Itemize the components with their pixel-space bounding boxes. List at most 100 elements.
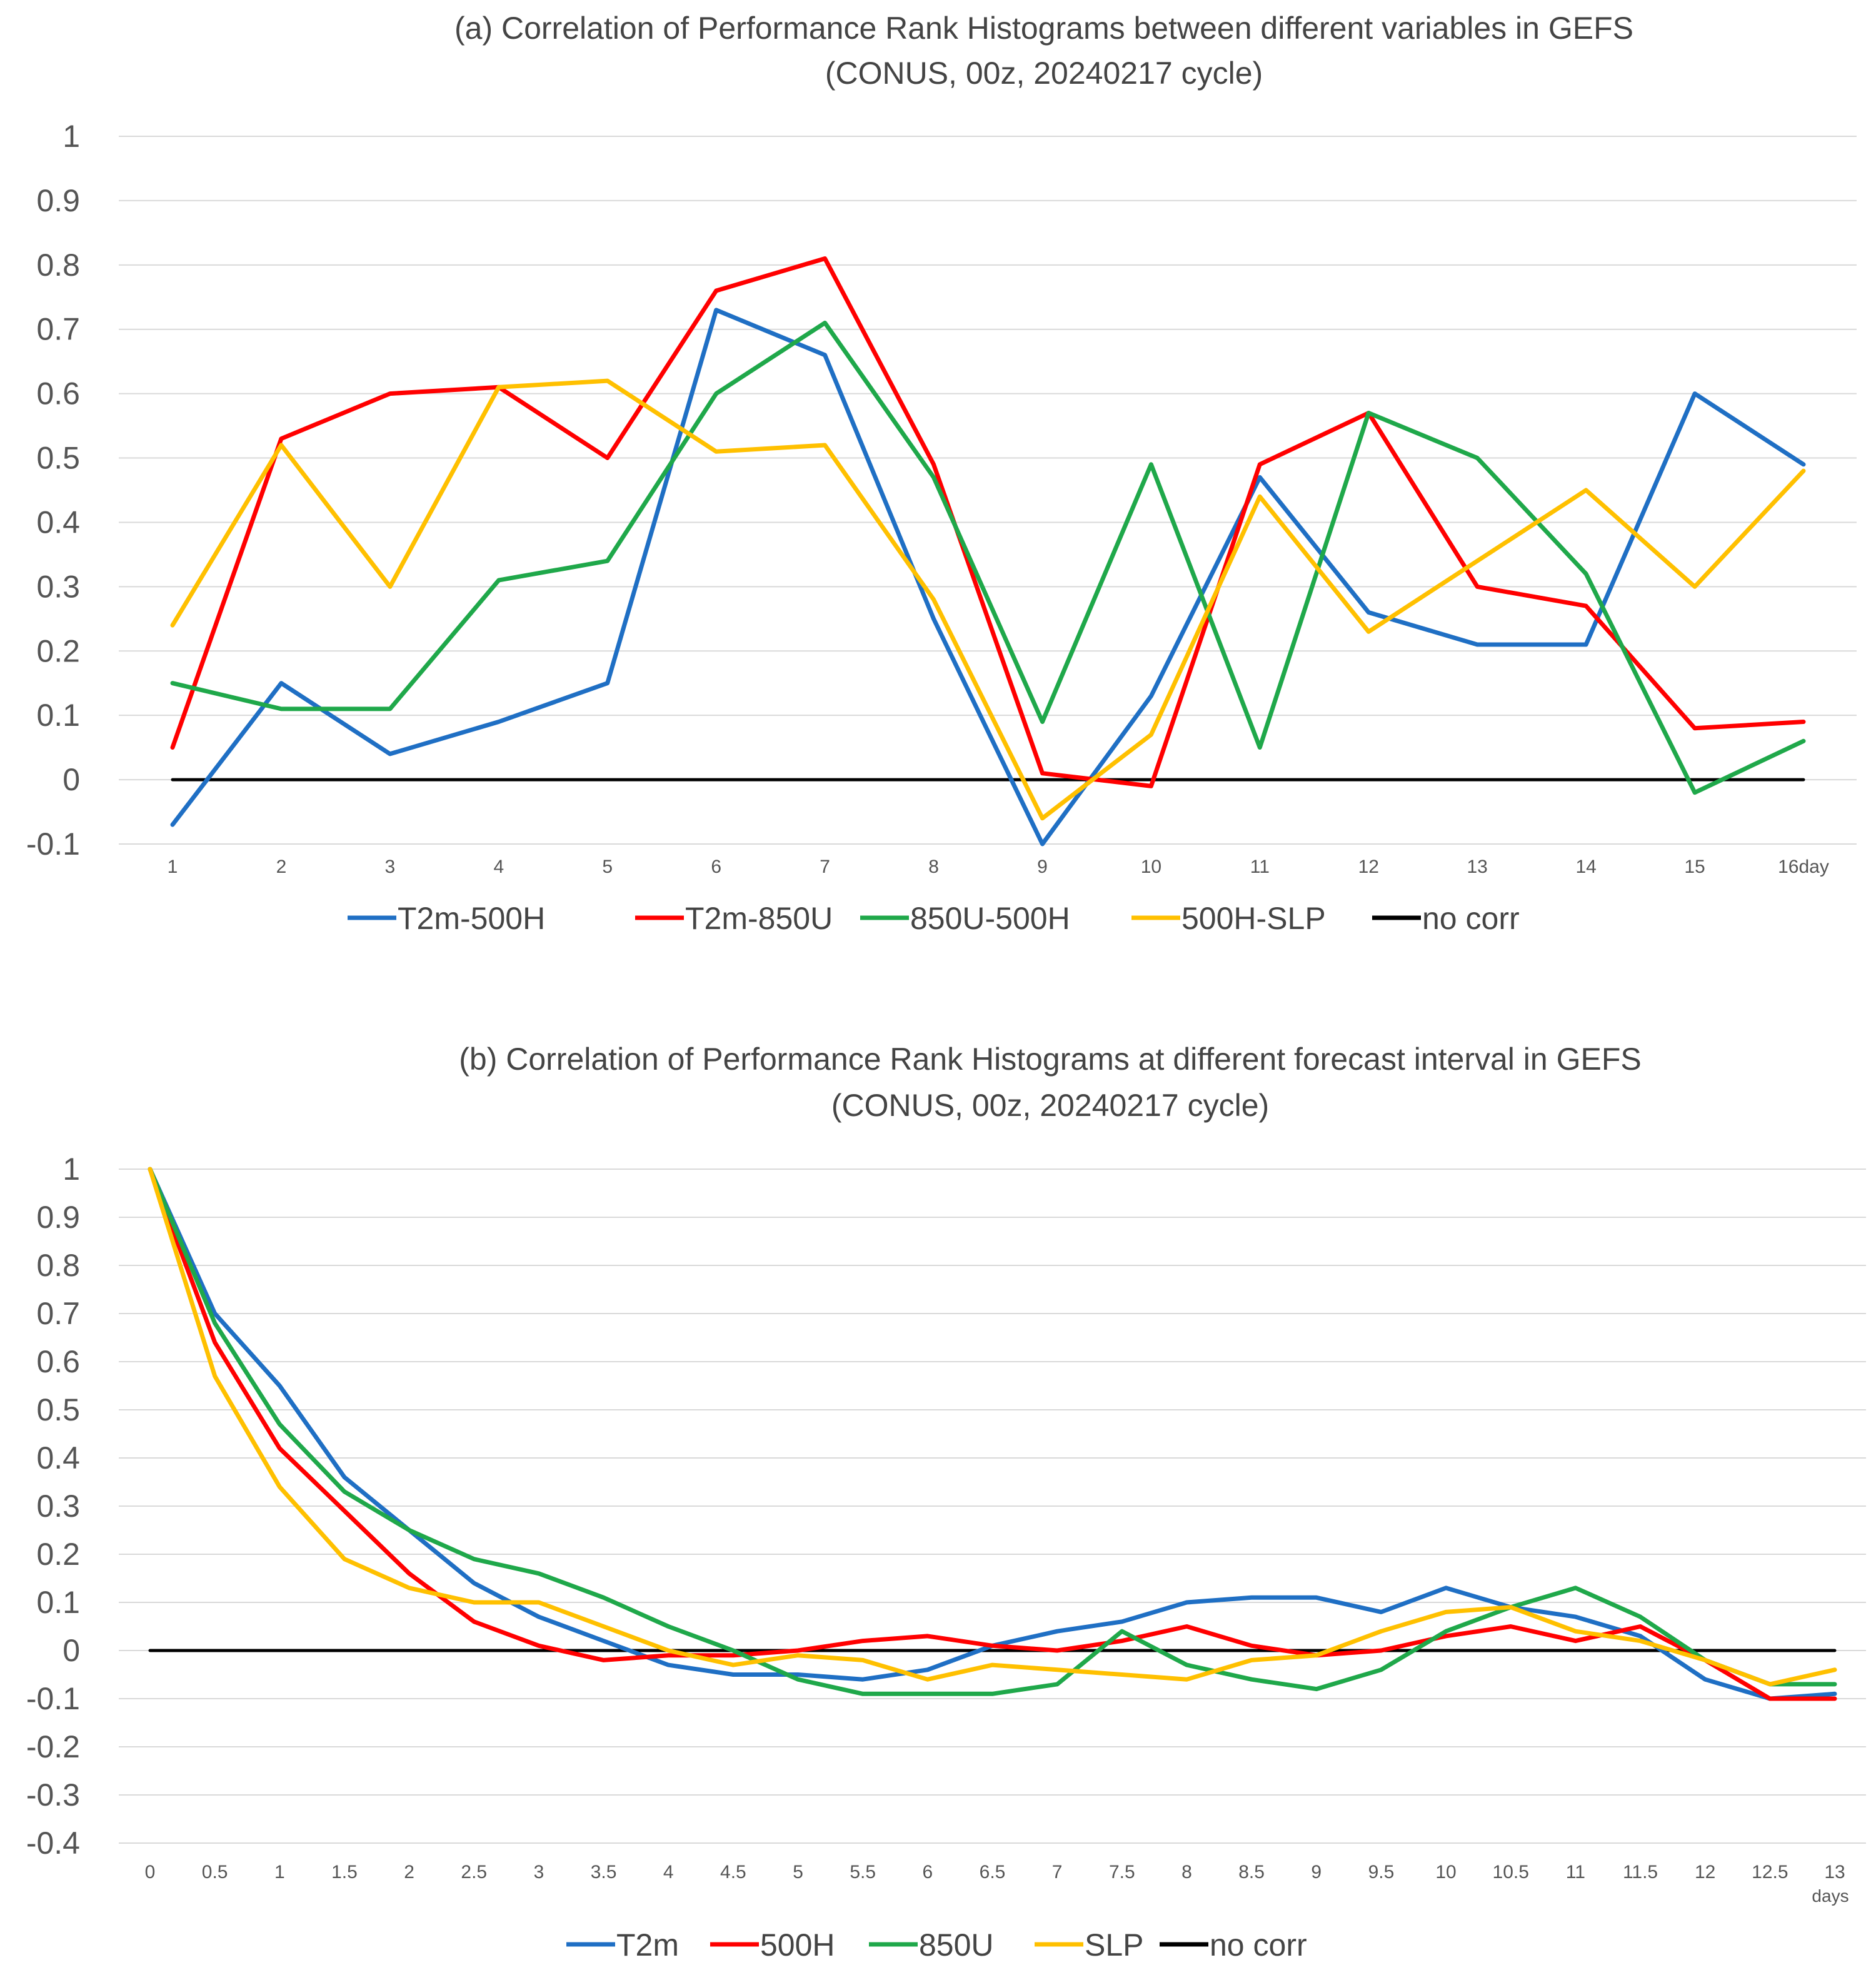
chart-b-x-axis-label: days (1812, 1886, 1848, 1906)
chart-a-y-axis: -0.1 0 0.1 0.2 0.3 0.4 0.5 0.6 0.7 0.8 0.9 1 (26, 119, 80, 862)
chart-b-series-slp (148, 1167, 1837, 1687)
chart-a-ytick-label: 1 (63, 119, 80, 154)
chart-a-xtick-label: 2 (276, 857, 287, 877)
chart-a-xtick-label: 15 (1684, 857, 1705, 877)
chart-a-legend-label: T2m-500H (398, 901, 545, 936)
chart-a-series (170, 256, 1806, 847)
chart-a-xtick-label: 12 (1358, 857, 1379, 877)
chart-b-xtick-label: 3.5 (591, 1862, 617, 1882)
chart-a-xtick-label: 1 (168, 857, 178, 877)
chart-a-ytick-label: 0.8 (36, 248, 80, 283)
chart-b-legend-label: no corr (1210, 1927, 1307, 1962)
chart-a-ytick-label: 0.2 (36, 633, 80, 668)
chart-b-series (148, 1167, 1837, 1701)
chart-b-xtick-label: 12 (1695, 1862, 1715, 1882)
chart-a-series-t2m-500h (170, 308, 1806, 847)
chart-b-xtick-label: 13 (1824, 1862, 1845, 1882)
chart-a-xtick-label: 11 (1250, 857, 1270, 877)
chart-b-ytick-label: 0.6 (36, 1344, 80, 1379)
chart-b-ytick-label: 0.3 (36, 1489, 80, 1524)
chart-b-xtick-label: 7.5 (1109, 1862, 1135, 1882)
chart-b-ytick-label: 0 (63, 1633, 80, 1668)
chart-b-ytick-label: 0.5 (36, 1392, 80, 1427)
chart-b-series-850u (148, 1167, 1837, 1696)
chart-a-legend-item: 850U-500H (860, 901, 1070, 936)
chart-b-xtick-label: 0 (145, 1862, 156, 1882)
chart-b-xtick-label: 1.5 (331, 1862, 358, 1882)
chart-a-ytick-label: 0.5 (36, 441, 80, 476)
chart-a-xtick-label: 10 (1141, 857, 1161, 877)
chart-a-ytick-label: 0.9 (36, 183, 80, 218)
chart-b-xtick-label: 10 (1435, 1862, 1456, 1882)
chart-b-xtick-label: 5.5 (850, 1862, 876, 1882)
chart-b-ytick-label: 1 (63, 1152, 80, 1187)
chart-a-xtick-label: 6 (711, 857, 721, 877)
chart-b-xtick-label: 4 (663, 1862, 674, 1882)
chart-b-xtick-label: 6.5 (980, 1862, 1006, 1882)
chart-b-series-500h (148, 1167, 1837, 1701)
chart-b-ytick-label: -0.1 (26, 1681, 80, 1716)
chart-b-xtick-label: 8.5 (1238, 1862, 1265, 1882)
chart-b-ytick-label: 0.7 (36, 1296, 80, 1331)
chart-b-ytick-label: 0.4 (36, 1440, 80, 1475)
chart-b-legend-label: 850U (919, 1927, 994, 1962)
chart-a-xtick-label: 14 (1575, 857, 1596, 877)
chart-a-xtick-label: 16day (1778, 857, 1829, 877)
chart-b-title: (b) Correlation of Performance Rank Hist… (459, 1042, 1642, 1077)
chart-b-gridlines (119, 1168, 1866, 1844)
chart-a-xtick-label: 5 (602, 857, 613, 877)
chart-a-xtick-label: 3 (385, 857, 396, 877)
chart-a-xtick-label: 9 (1037, 857, 1048, 877)
chart-b-xtick-label: 3 (534, 1862, 544, 1882)
chart-b-ytick-label: -0.4 (26, 1826, 80, 1861)
chart-b-xtick-label: 0.5 (202, 1862, 228, 1882)
chart-b-ytick-label: 0.9 (36, 1200, 80, 1235)
chart-a-xtick-label: 8 (928, 857, 939, 877)
chart-b-xtick-label: 9.5 (1368, 1862, 1395, 1882)
chart-b-xtick-label: 8 (1181, 1862, 1192, 1882)
chart-a-xtick-label: 13 (1467, 857, 1488, 877)
chart-a-series-500h-slp (170, 378, 1806, 821)
chart-a-legend: T2m-500H T2m-850U 850U-500H 500H-SLP no corr (348, 901, 1520, 936)
chart-b-legend-item: 500H (710, 1927, 835, 1962)
chart-b-subtitle: (CONUS, 00z, 20240217 cycle) (831, 1088, 1269, 1123)
chart-b-legend-label: SLP (1085, 1927, 1144, 1962)
chart-a-legend-item: T2m-850U (635, 901, 833, 936)
chart-b-y-axis: -0.4 -0.3 -0.2 -0.1 0 0.1 0.2 0.3 0.4 0.5 0.6 0.7 0.… (26, 1152, 80, 1861)
chart-b-legend: T2m 500H 850U SLP no corr (566, 1927, 1307, 1962)
chart-b-xtick-label: 7 (1052, 1862, 1063, 1882)
chart-b-ytick-label: 0.2 (36, 1537, 80, 1572)
chart-b-xtick-label: 5 (793, 1862, 803, 1882)
chart-a-series-850u-500h (170, 320, 1806, 795)
chart-a-ytick-label: 0.7 (36, 312, 80, 347)
chart-a-legend-item: no corr (1372, 901, 1520, 936)
chart-b: (b) Correlation of Performance Rank Hist… (26, 1042, 1866, 1962)
chart-b-xtick-label: 4.5 (720, 1862, 746, 1882)
chart-b-legend-item: SLP (1035, 1927, 1144, 1962)
chart-a-legend-label: T2m-850U (685, 901, 833, 936)
chart-a-ytick-label: -0.1 (26, 827, 80, 862)
chart-a-legend-label: 500H-SLP (1181, 901, 1326, 936)
chart-b-x-axis: 0 0.5 1 1.5 2 2.5 3 3.5 4 4.5 5 5.5 6 6.5 7 7.5 8 8.5 9 9.5… (145, 1862, 1845, 1882)
chart-b-xtick-label: 9 (1311, 1862, 1322, 1882)
chart-b-ytick-label: -0.2 (26, 1729, 80, 1764)
chart-a-gridlines (119, 136, 1857, 845)
chart-b-xtick-label: 12.5 (1752, 1862, 1788, 1882)
chart-b-xtick-label: 1 (274, 1862, 285, 1882)
chart-a-xtick-label: 4 (493, 857, 504, 877)
chart-a-ytick-label: 0.1 (36, 698, 80, 733)
chart-b-legend-label: T2m (616, 1927, 679, 1962)
chart-b-legend-label: 500H (760, 1927, 835, 1962)
chart-b-xtick-label: 11 (1566, 1862, 1585, 1882)
chart-b-xtick-label: 2.5 (461, 1862, 487, 1882)
chart-a-series-t2m-850u (170, 256, 1806, 788)
chart-b-ytick-label: 0.8 (36, 1248, 80, 1283)
chart-a-legend-item: 500H-SLP (1131, 901, 1326, 936)
chart-b-xtick-label: 2 (404, 1862, 414, 1882)
chart-b-ytick-label: -0.3 (26, 1777, 80, 1812)
chart-b-legend-item: no corr (1160, 1927, 1307, 1962)
chart-a-subtitle: (CONUS, 00z, 20240217 cycle) (825, 56, 1263, 91)
chart-a-ytick-label: 0 (63, 762, 80, 797)
